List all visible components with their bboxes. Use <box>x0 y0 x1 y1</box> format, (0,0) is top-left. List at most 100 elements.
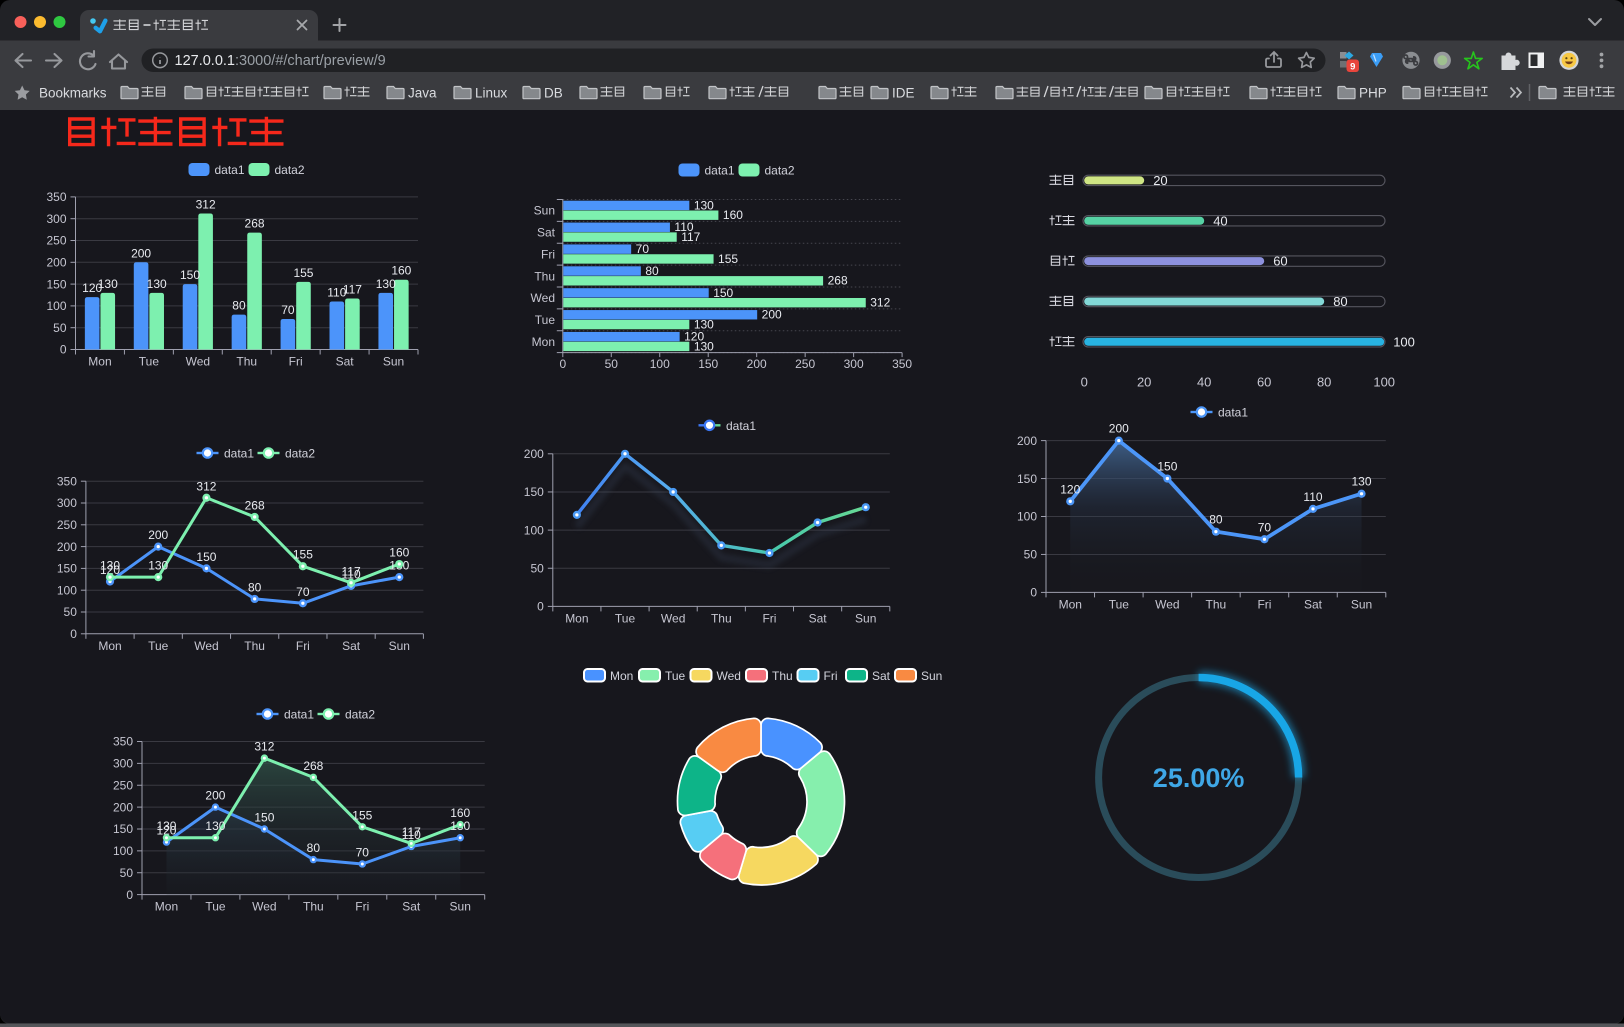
svg-text:100: 100 <box>46 299 66 313</box>
svg-text:Sun: Sun <box>450 900 471 914</box>
svg-text:300: 300 <box>844 357 864 371</box>
svg-text:Fri: Fri <box>289 355 303 369</box>
svg-text:Mon: Mon <box>1059 597 1082 611</box>
svg-text:0: 0 <box>1081 375 1088 390</box>
svg-text:268: 268 <box>245 498 265 512</box>
svg-text:150: 150 <box>713 286 733 300</box>
svg-text:Fri: Fri <box>355 900 369 914</box>
svg-text:Java: Java <box>408 86 437 101</box>
svg-text:Wed: Wed <box>717 669 741 683</box>
svg-text:25.00%: 25.00% <box>1153 763 1245 793</box>
svg-text:150: 150 <box>46 277 66 291</box>
svg-text:Bookmarks: Bookmarks <box>39 86 107 101</box>
svg-text:Mon: Mon <box>532 335 555 349</box>
svg-text:130: 130 <box>156 819 176 833</box>
svg-text:data2: data2 <box>275 163 305 177</box>
svg-text:155: 155 <box>352 808 372 822</box>
svg-text:Wed: Wed <box>661 611 685 625</box>
svg-text:Thu: Thu <box>711 611 732 625</box>
svg-text:70: 70 <box>296 585 310 599</box>
svg-text:200: 200 <box>131 246 151 260</box>
svg-text:200: 200 <box>46 256 66 270</box>
svg-text:Fri: Fri <box>762 611 776 625</box>
svg-text:268: 268 <box>245 217 265 231</box>
svg-text:155: 155 <box>293 266 313 280</box>
svg-text:268: 268 <box>828 274 848 288</box>
svg-text:350: 350 <box>46 190 66 204</box>
svg-text:250: 250 <box>795 357 815 371</box>
svg-text:120: 120 <box>1060 482 1080 496</box>
svg-text:130: 130 <box>694 317 714 331</box>
svg-text:130: 130 <box>148 559 168 573</box>
svg-text:268: 268 <box>303 759 323 773</box>
svg-text:80: 80 <box>307 841 321 855</box>
svg-text:110: 110 <box>402 828 421 842</box>
svg-text:Thu: Thu <box>244 639 265 653</box>
svg-text:Tue: Tue <box>615 611 636 625</box>
svg-text:300: 300 <box>57 496 77 510</box>
svg-text:50: 50 <box>53 321 67 335</box>
svg-text:150: 150 <box>180 268 200 282</box>
svg-text:110: 110 <box>342 567 361 581</box>
svg-text:120: 120 <box>100 563 120 577</box>
svg-text:117: 117 <box>402 825 421 839</box>
svg-text:250: 250 <box>113 778 133 792</box>
svg-text:120: 120 <box>82 281 102 295</box>
svg-text:200: 200 <box>205 789 225 803</box>
svg-text:250: 250 <box>57 518 77 532</box>
svg-text:Fri: Fri <box>1257 597 1271 611</box>
svg-text:200: 200 <box>524 447 544 461</box>
svg-text:0: 0 <box>70 627 77 641</box>
svg-text:Sat: Sat <box>809 611 828 625</box>
svg-text:130: 130 <box>98 277 118 291</box>
svg-text:data1: data1 <box>726 419 756 433</box>
svg-text:100: 100 <box>1393 334 1415 349</box>
svg-text:50: 50 <box>530 561 544 575</box>
svg-text:0: 0 <box>60 343 67 357</box>
svg-text:160: 160 <box>389 546 409 560</box>
svg-text:Sat: Sat <box>342 639 361 653</box>
svg-text:Thu: Thu <box>236 355 257 369</box>
svg-text:100: 100 <box>113 844 133 858</box>
svg-text:50: 50 <box>1024 548 1038 562</box>
svg-text:40: 40 <box>1213 213 1227 228</box>
svg-text:200: 200 <box>747 357 767 371</box>
svg-text:200: 200 <box>762 308 782 322</box>
svg-text:150: 150 <box>196 550 216 564</box>
svg-text:120: 120 <box>684 330 704 344</box>
svg-text:data2: data2 <box>765 164 795 178</box>
svg-text:200: 200 <box>1109 422 1129 436</box>
svg-text:130: 130 <box>1352 475 1372 489</box>
svg-text:100: 100 <box>57 583 77 597</box>
svg-text:Mon: Mon <box>565 611 588 625</box>
svg-text:60: 60 <box>1257 375 1271 390</box>
svg-text:Sun: Sun <box>389 639 410 653</box>
svg-text:350: 350 <box>892 357 912 371</box>
svg-text:Mon: Mon <box>98 639 121 653</box>
svg-text:Sat: Sat <box>872 669 891 683</box>
svg-text:Sun: Sun <box>534 204 555 218</box>
svg-text:70: 70 <box>1258 520 1272 534</box>
svg-text:312: 312 <box>196 197 216 211</box>
svg-text:Tue: Tue <box>535 313 556 327</box>
svg-text:110: 110 <box>674 220 693 234</box>
svg-text:130: 130 <box>376 277 396 291</box>
svg-text:0: 0 <box>559 357 566 371</box>
svg-text:Fri: Fri <box>824 669 838 683</box>
svg-text:50: 50 <box>120 866 134 880</box>
svg-text:Fri: Fri <box>296 639 310 653</box>
svg-text:Sat: Sat <box>537 226 556 240</box>
svg-text:50: 50 <box>64 605 78 619</box>
svg-text:Tue: Tue <box>1109 597 1130 611</box>
svg-text:250: 250 <box>46 234 66 248</box>
svg-text:Sat: Sat <box>402 900 421 914</box>
svg-text:130: 130 <box>205 819 225 833</box>
svg-text:data1: data1 <box>224 447 254 461</box>
svg-text:Mon: Mon <box>155 900 178 914</box>
svg-text:300: 300 <box>113 757 133 771</box>
svg-text:Sun: Sun <box>921 669 942 683</box>
svg-text:155: 155 <box>293 548 313 562</box>
svg-text:120: 120 <box>156 824 176 838</box>
svg-text:Wed: Wed <box>194 639 218 653</box>
svg-text:150: 150 <box>1157 460 1177 474</box>
